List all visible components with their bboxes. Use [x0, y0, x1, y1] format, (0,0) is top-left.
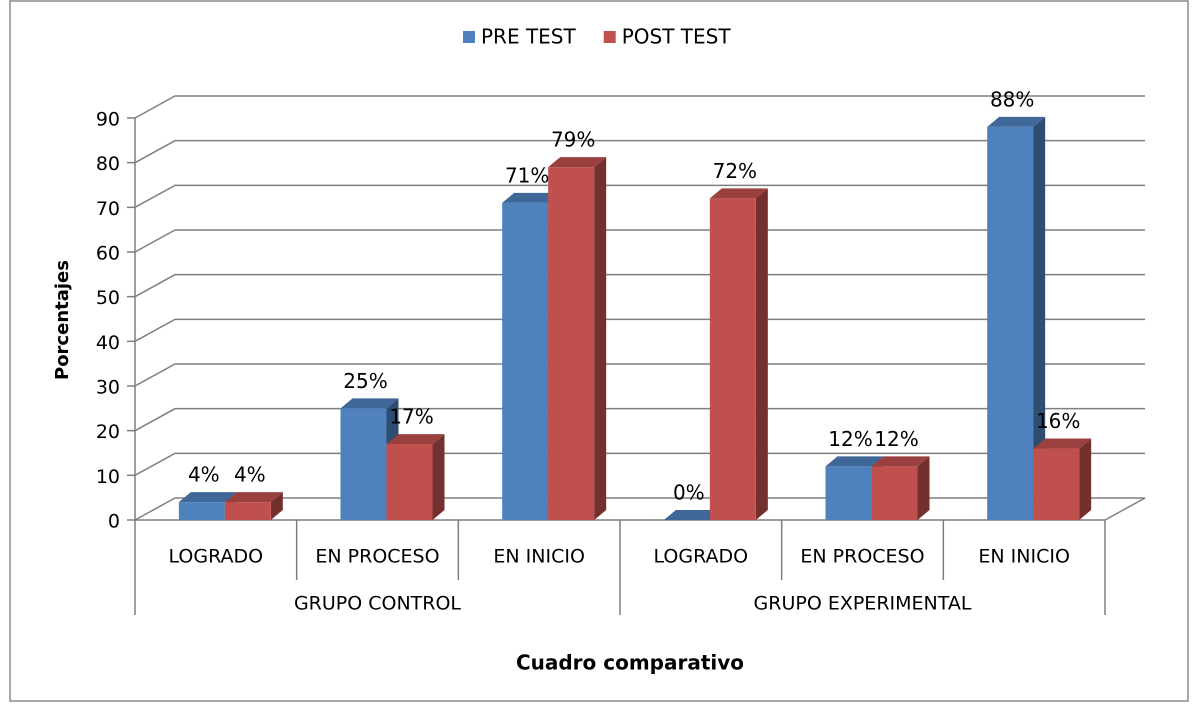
- bar-top: [709, 188, 768, 199]
- bar-face: [178, 502, 225, 520]
- grid-line: [134, 139, 1145, 164]
- bar-top: [178, 492, 237, 503]
- y-tick-label: 30: [96, 377, 120, 399]
- grid-line: [134, 363, 1145, 387]
- bar-face: [224, 502, 271, 520]
- data-label: 17%: [389, 405, 433, 429]
- x-tick-label: EN INICIO: [978, 546, 1070, 568]
- bar-top: [825, 456, 884, 467]
- bar-top: [502, 192, 561, 203]
- x-tick-label: EN PROCESO: [800, 546, 924, 568]
- y-tick-label: 70: [96, 198, 120, 220]
- grid-line: [134, 407, 1145, 432]
- data-label: 25%: [343, 369, 387, 393]
- legend-label: PRE TEST: [481, 25, 577, 49]
- bar-face: [871, 466, 918, 520]
- bar-side: [1033, 116, 1046, 520]
- data-label: 0%: [673, 481, 705, 505]
- legend-swatch: [603, 31, 616, 43]
- bar-side: [917, 456, 930, 520]
- bar: [224, 492, 283, 520]
- bar-top: [987, 116, 1046, 127]
- bar: [548, 157, 607, 520]
- grid-line: [134, 273, 1145, 298]
- bar-top: [871, 456, 930, 467]
- bar: [663, 510, 722, 520]
- y-axis-label: Porcentajes: [52, 260, 73, 380]
- bar-side: [270, 492, 283, 520]
- bar-side: [432, 434, 445, 520]
- bar-face: [548, 167, 595, 520]
- y-tick-label: 50: [96, 287, 120, 309]
- bar-top: [340, 398, 399, 409]
- x-tick-label: LOGRADO: [169, 546, 264, 568]
- legend-swatch: [463, 31, 475, 43]
- grid-line: [134, 497, 1146, 521]
- grid-line: [134, 452, 1145, 476]
- y-tick-label: 10: [96, 466, 120, 488]
- y-tick-label: 20: [96, 421, 120, 443]
- group-label: GRUPO CONTROL: [294, 593, 461, 615]
- bar-side: [755, 188, 768, 520]
- y-tick-label: 0: [108, 511, 120, 533]
- x-axis-label: Cuadro comparativo: [516, 651, 744, 675]
- bar-top: [663, 510, 722, 520]
- grid-line: [134, 95, 1145, 119]
- bar: [386, 434, 445, 520]
- bar-top: [1033, 438, 1092, 449]
- grid-line: [134, 184, 1145, 208]
- bar-top: [224, 492, 283, 503]
- y-tick-label: 80: [96, 153, 120, 175]
- bar: [1033, 438, 1092, 520]
- data-label: 4%: [234, 463, 266, 487]
- data-label: 71%: [505, 163, 549, 187]
- legend-label: POST TEST: [622, 25, 732, 49]
- y-tick-label: 90: [96, 109, 120, 131]
- bar-face: [709, 198, 756, 520]
- group-label: GRUPO EXPERIMENTAL: [754, 593, 972, 615]
- grid-line: [134, 318, 1145, 342]
- bar-face: [502, 202, 549, 520]
- bar-face: [987, 126, 1034, 520]
- data-label: 79%: [551, 128, 595, 152]
- bar: [178, 492, 237, 520]
- bar-side: [594, 157, 607, 520]
- bar-face: [825, 466, 872, 520]
- grid-line: [134, 229, 1145, 253]
- data-label: 12%: [874, 427, 918, 451]
- x-tick-label: EN INICIO: [493, 546, 585, 568]
- bar-top: [548, 157, 607, 168]
- y-tick-label: 40: [96, 332, 120, 354]
- bar-side: [1079, 438, 1092, 520]
- data-label: 88%: [990, 87, 1034, 111]
- y-tick-label: 60: [96, 243, 120, 265]
- data-label: 16%: [1036, 409, 1080, 433]
- data-label: 12%: [828, 427, 872, 451]
- bar-face: [1033, 448, 1080, 520]
- bar: [871, 456, 930, 520]
- data-label: 4%: [188, 463, 220, 487]
- data-label: 72%: [713, 159, 757, 183]
- bar: [709, 188, 768, 520]
- bar: [987, 116, 1046, 520]
- x-tick-label: LOGRADO: [654, 546, 749, 568]
- x-tick-label: EN PROCESO: [315, 546, 439, 568]
- bar-face: [386, 444, 433, 520]
- bar-top: [386, 434, 445, 445]
- bar-face: [340, 408, 387, 520]
